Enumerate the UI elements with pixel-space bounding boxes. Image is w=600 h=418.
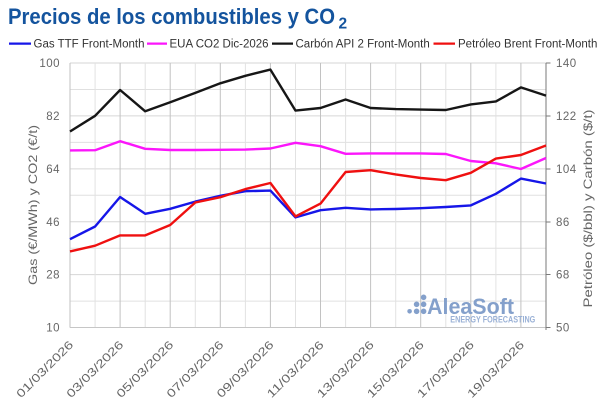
svg-text:100: 100 xyxy=(39,58,60,70)
svg-text:64: 64 xyxy=(46,164,60,176)
svg-text:2: 2 xyxy=(339,16,348,33)
svg-text:82: 82 xyxy=(46,111,60,123)
svg-text:Petróleo ($/bbl) y Carbón ($/t: Petróleo ($/bbl) y Carbón ($/t) xyxy=(581,110,595,308)
svg-text:AleaSoft: AleaSoft xyxy=(427,294,514,319)
svg-text:Petróleo Brent Front-Month: Petróleo Brent Front-Month xyxy=(458,39,597,51)
svg-text:140: 140 xyxy=(556,58,577,70)
svg-text:Gas TTF Front-Month: Gas TTF Front-Month xyxy=(34,39,145,51)
svg-text:ENERGY FORECASTING: ENERGY FORECASTING xyxy=(450,315,535,325)
svg-text:68: 68 xyxy=(556,270,570,282)
svg-text:EUA CO2 Dic-2026: EUA CO2 Dic-2026 xyxy=(170,39,269,51)
svg-text:Gas (€/MWh) y CO2 (€/t): Gas (€/MWh) y CO2 (€/t) xyxy=(26,125,40,285)
svg-text:104: 104 xyxy=(556,164,577,176)
svg-text:46: 46 xyxy=(46,217,60,229)
svg-text:86: 86 xyxy=(556,217,570,229)
svg-text:Carbón API 2 Front-Month: Carbón API 2 Front-Month xyxy=(296,39,430,51)
svg-text:122: 122 xyxy=(556,111,577,123)
svg-text:10: 10 xyxy=(46,323,60,335)
svg-text:28: 28 xyxy=(46,270,60,282)
svg-text:50: 50 xyxy=(556,323,570,335)
svg-text:Precios de los combustibles y: Precios de los combustibles y CO xyxy=(8,4,335,29)
